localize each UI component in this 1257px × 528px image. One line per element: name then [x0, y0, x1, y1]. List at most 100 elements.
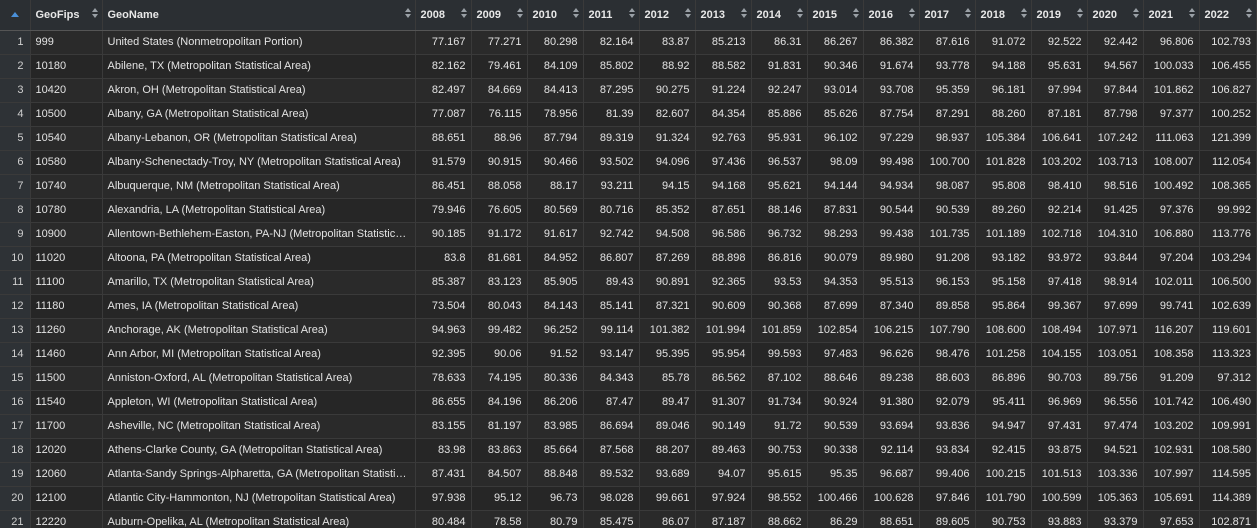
cell-y2014: 90.753 — [751, 438, 808, 463]
table-row[interactable]: 1 999 United States (Nonmetropolitan Porti… — [0, 30, 1257, 55]
cell-geoname: Auburn-Opelika, AL (Metropolitan Statist… — [102, 510, 416, 528]
cell-y2015: 102.854 — [807, 318, 864, 343]
column-header-y2011[interactable]: 2011 — [583, 0, 640, 31]
cell-y2013: 87.651 — [695, 198, 752, 223]
sort-arrows-icon[interactable] — [852, 8, 859, 20]
cell-y2022: 113.323 — [1199, 342, 1257, 367]
cell-y2019: 87.181 — [1031, 102, 1088, 127]
sort-arrows-icon[interactable] — [908, 8, 915, 20]
cell-y2016: 92.114 — [863, 438, 920, 463]
table-row[interactable]: 13 11260 Anchorage, AK (Metropolitan Stati… — [0, 318, 1257, 343]
sort-arrows-icon[interactable] — [1020, 8, 1027, 20]
table-row[interactable]: 11 11100 Amarillo, TX (Metropolitan Statis… — [0, 270, 1257, 295]
cell-y2015: 90.924 — [807, 390, 864, 415]
cell-y2010: 85.905 — [527, 270, 584, 295]
column-header-y2016[interactable]: 2016 — [863, 0, 920, 31]
column-header-y2009[interactable]: 2009 — [471, 0, 528, 31]
table-row[interactable]: 7 10740 Albuquerque, NM (Metropolitan Stat… — [0, 174, 1257, 199]
cell-y2010: 85.664 — [527, 438, 584, 463]
cell-y2011: 87.568 — [583, 438, 640, 463]
cell-y2011: 80.716 — [583, 198, 640, 223]
table-row[interactable]: 10 11020 Altoona, PA (Metropolitan Statist… — [0, 246, 1257, 271]
table-row[interactable]: 2 10180 Abilene, TX (Metropolitan Statisti… — [0, 54, 1257, 79]
column-header-y2015[interactable]: 2015 — [807, 0, 864, 31]
cell-y2020: 93.844 — [1087, 246, 1144, 271]
sort-arrows-icon[interactable] — [628, 8, 635, 20]
table-row[interactable]: 5 10540 Albany-Lebanon, OR (Metropolitan S… — [0, 126, 1257, 151]
column-header-geoname[interactable]: GeoName — [102, 0, 416, 31]
table-row[interactable]: 16 11540 Appleton, WI (Metropolitan Statis… — [0, 390, 1257, 415]
table-row[interactable]: 17 11700 Asheville, NC (Metropolitan Stati… — [0, 414, 1257, 439]
table-row[interactable]: 20 12100 Atlantic City-Hammonton, NJ (Metr… — [0, 486, 1257, 511]
table-row[interactable]: 4 10500 Albany, GA (Metropolitan Statistic… — [0, 102, 1257, 127]
cell-y2017: 98.937 — [919, 126, 976, 151]
sort-arrows-icon[interactable] — [91, 8, 98, 20]
cell-y2016: 106.215 — [863, 318, 920, 343]
cell-y2021: 97.376 — [1143, 198, 1200, 223]
column-header-y2019[interactable]: 2019 — [1031, 0, 1088, 31]
sort-arrows-icon[interactable] — [1246, 8, 1252, 20]
cell-y2020: 92.442 — [1087, 30, 1144, 55]
cell-y2013: 85.213 — [695, 30, 752, 55]
sort-arrows-icon[interactable] — [404, 8, 411, 20]
cell-geofips: 12220 — [30, 510, 103, 528]
sort-arrows-icon[interactable] — [796, 8, 803, 20]
cell-y2019: 92.214 — [1031, 198, 1088, 223]
cell-y2012: 82.607 — [639, 102, 696, 127]
cell-y2019: 101.513 — [1031, 462, 1088, 487]
cell-y2020: 107.971 — [1087, 318, 1144, 343]
column-header-y2017[interactable]: 2017 — [919, 0, 976, 31]
table-row[interactable]: 14 11460 Ann Arbor, MI (Metropolitan Stati… — [0, 342, 1257, 367]
table-row[interactable]: 3 10420 Akron, OH (Metropolitan Statistica… — [0, 78, 1257, 103]
cell-geoname: Atlantic City-Hammonton, NJ (Metropolita… — [102, 486, 416, 511]
table-row[interactable]: 8 10780 Alexandria, LA (Metropolitan Stati… — [0, 198, 1257, 223]
table-row[interactable]: 18 12020 Athens-Clarke County, GA (Metropo… — [0, 438, 1257, 463]
cell-y2015: 88.646 — [807, 366, 864, 391]
table-row[interactable]: 9 10900 Allentown-Bethlehem-Easton, PA-NJ … — [0, 222, 1257, 247]
column-header-y2008[interactable]: 2008 — [415, 0, 472, 31]
table-row[interactable]: 21 12220 Auburn-Opelika, AL (Metropolitan … — [0, 510, 1257, 528]
sort-arrows-icon[interactable] — [516, 8, 523, 20]
table-row[interactable]: 12 11180 Ames, IA (Metropolitan Statistica… — [0, 294, 1257, 319]
cell-y2021: 99.741 — [1143, 294, 1200, 319]
sort-arrows-icon[interactable] — [1076, 8, 1083, 20]
table-row[interactable]: 19 12060 Atlanta-Sandy Springs-Alpharetta,… — [0, 462, 1257, 487]
cell-geoname: Anniston-Oxford, AL (Metropolitan Statis… — [102, 366, 416, 391]
column-header-geofips[interactable]: GeoFips — [30, 0, 103, 31]
cell-y2008: 77.167 — [415, 30, 472, 55]
cell-geofips: 11500 — [30, 366, 103, 391]
row-number: 1 — [0, 30, 31, 55]
cell-geofips: 10180 — [30, 54, 103, 79]
column-header-label: 2017 — [924, 8, 949, 21]
column-header-y2013[interactable]: 2013 — [695, 0, 752, 31]
column-header-y2021[interactable]: 2021 — [1143, 0, 1200, 31]
cell-y2018: 95.158 — [975, 270, 1032, 295]
cell-y2011: 89.532 — [583, 462, 640, 487]
row-number-header[interactable] — [0, 0, 31, 31]
sort-arrows-icon[interactable] — [460, 8, 467, 20]
sort-arrows-icon[interactable] — [740, 8, 747, 20]
sort-arrows-icon[interactable] — [1188, 8, 1195, 20]
column-header-y2010[interactable]: 2010 — [527, 0, 584, 31]
sort-arrows-icon[interactable] — [684, 8, 691, 20]
column-header-y2018[interactable]: 2018 — [975, 0, 1032, 31]
cell-y2010: 80.79 — [527, 510, 584, 528]
row-number: 6 — [0, 150, 31, 175]
cell-y2018: 94.947 — [975, 414, 1032, 439]
sort-arrows-icon[interactable] — [572, 8, 579, 20]
cell-y2008: 79.946 — [415, 198, 472, 223]
table-row[interactable]: 15 11500 Anniston-Oxford, AL (Metropolitan… — [0, 366, 1257, 391]
column-header-y2014[interactable]: 2014 — [751, 0, 808, 31]
sort-arrows-icon[interactable] — [1132, 8, 1139, 20]
column-header-y2020[interactable]: 2020 — [1087, 0, 1144, 31]
cell-y2009: 91.172 — [471, 222, 528, 247]
cell-y2018: 101.258 — [975, 342, 1032, 367]
column-header-y2022[interactable]: 2022 — [1199, 0, 1257, 31]
cell-y2008: 92.395 — [415, 342, 472, 367]
cell-y2010: 87.794 — [527, 126, 584, 151]
cell-y2019: 96.969 — [1031, 390, 1088, 415]
sort-arrows-icon[interactable] — [964, 8, 971, 20]
table-row[interactable]: 6 10580 Albany-Schenectady-Troy, NY (Metro… — [0, 150, 1257, 175]
column-header-label: 2016 — [868, 8, 893, 21]
column-header-y2012[interactable]: 2012 — [639, 0, 696, 31]
